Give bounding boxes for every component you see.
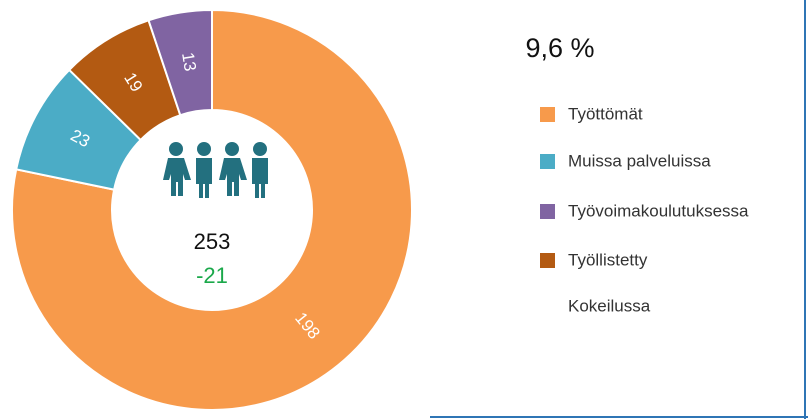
rate: 9,6 % [525,33,594,63]
legend-label: Työvoimakoulutuksessa [568,201,749,220]
legend-swatch [540,107,555,122]
people-icon [163,142,268,198]
legend-label: Muissa palveluissa [568,151,711,170]
legend-label: Työllistetty [568,250,648,269]
legend-swatch [540,204,555,219]
slice [11,8,413,411]
legend: Työttömät Muissa palveluissa Työvoimakoulu… [540,104,749,315]
total: 253 [194,229,231,254]
person [163,142,191,196]
legend-label: Kokeilussa [568,296,651,315]
person [219,142,247,196]
person [252,142,268,198]
slice [147,8,213,117]
person [196,142,212,198]
change: -21 [196,263,228,288]
slice-label: 13 [178,51,200,73]
legend-swatch [540,154,555,169]
legend-label: Työttömät [568,104,643,123]
legend-swatch [540,253,555,268]
